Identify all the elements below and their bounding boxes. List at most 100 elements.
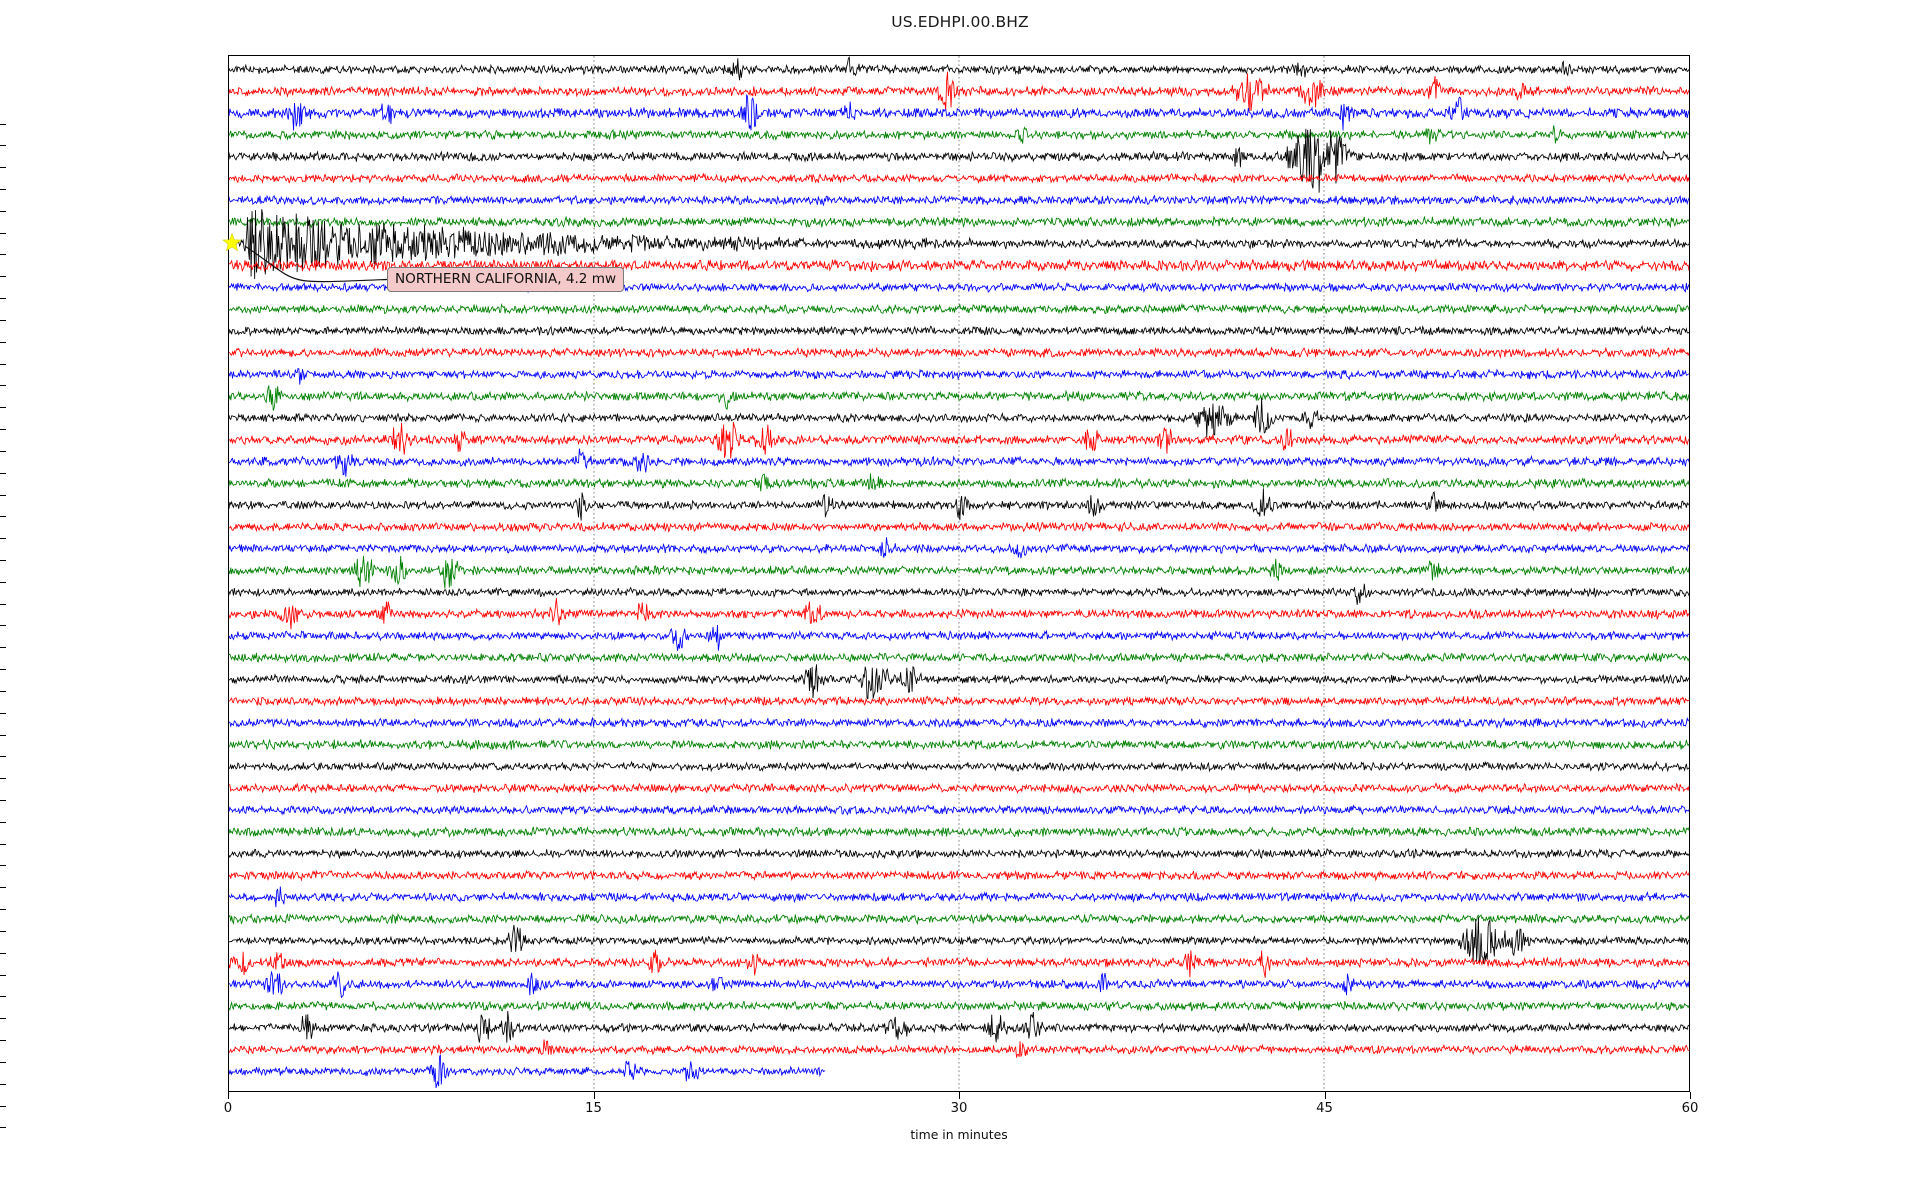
trace-row-28 (229, 664, 1689, 699)
trace-row-46 (229, 1055, 825, 1088)
trace-row-11 (229, 304, 1689, 313)
trace-row-21 (229, 522, 1689, 531)
star-icon (222, 232, 242, 252)
y-tick-mark-24 (0, 647, 6, 649)
trace-row-3 (229, 125, 1689, 144)
trace-row-30 (229, 718, 1689, 728)
trace-row-16 (229, 398, 1689, 437)
trace-row-20 (229, 488, 1689, 520)
x-tick-mark-2 (959, 1092, 960, 1099)
trace-row-31 (229, 739, 1689, 749)
y-tick-mark-17 (0, 494, 6, 496)
y-tick-mark-13 (0, 407, 6, 409)
y-tick-mark-11 (0, 363, 6, 365)
y-tick-mark-4 (0, 210, 6, 212)
trace-row-39 (229, 914, 1689, 924)
trace-row-27 (229, 653, 1689, 663)
trace-row-7 (229, 217, 1689, 227)
x-tick-mark-4 (1690, 1092, 1691, 1099)
y-tick-mark-27 (0, 712, 6, 714)
trace-row-4 (229, 129, 1689, 193)
trace-row-38 (229, 887, 1689, 908)
y-tick-mark-28 (0, 734, 6, 736)
trace-row-29 (229, 696, 1689, 705)
trace-row-19 (229, 473, 1689, 491)
y-tick-mark-5 (0, 232, 6, 234)
y-tick-mark-0 (0, 123, 6, 125)
y-tick-mark-25 (0, 669, 6, 671)
x-axis-label: time in minutes (910, 1127, 1008, 1142)
trace-row-24 (229, 584, 1689, 605)
y-tick-mark-32 (0, 821, 6, 823)
y-tick-mark-19 (0, 538, 6, 540)
trace-row-44 (229, 1011, 1689, 1043)
y-tick-mark-14 (0, 429, 6, 431)
trace-row-37 (229, 871, 1689, 880)
trace-row-33 (229, 783, 1689, 793)
trace-row-32 (229, 762, 1689, 771)
x-tick-mark-1 (593, 1092, 595, 1099)
trace-row-15 (229, 385, 1689, 410)
y-tick-mark-6 (0, 254, 6, 256)
trace-row-0 (229, 57, 1689, 80)
y-tick-mark-41 (0, 1018, 6, 1020)
seismogram-trace-layer (229, 56, 1689, 1091)
y-tick-mark-37 (0, 930, 6, 932)
plot-area (228, 55, 1690, 1092)
y-tick-mark-46 (0, 1127, 6, 1129)
trace-row-26 (229, 625, 1689, 651)
trace-row-40 (229, 917, 1689, 964)
trace-row-36 (229, 849, 1689, 858)
y-tick-mark-7 (0, 276, 6, 278)
y-tick-mark-34 (0, 865, 6, 867)
y-tick-mark-1 (0, 145, 6, 147)
y-tick-mark-35 (0, 887, 6, 889)
y-tick-mark-21 (0, 581, 6, 583)
y-tick-mark-22 (0, 603, 6, 605)
y-tick-mark-38 (0, 952, 6, 954)
y-tick-mark-2 (0, 167, 6, 169)
trace-row-1 (229, 72, 1689, 112)
y-tick-mark-12 (0, 385, 6, 387)
x-tick-label-4: 60 (1681, 1101, 1699, 1116)
y-tick-mark-33 (0, 843, 6, 845)
x-tick-label-3: 45 (1316, 1101, 1333, 1116)
y-tick-mark-43 (0, 1061, 6, 1063)
y-tick-mark-23 (0, 625, 6, 627)
trace-row-17 (229, 422, 1689, 458)
y-tick-mark-45 (0, 1105, 6, 1107)
y-tick-mark-8 (0, 298, 6, 300)
x-tick-mark-0 (228, 1092, 229, 1099)
x-tick-mark-3 (1324, 1092, 1326, 1099)
y-tick-mark-9 (0, 319, 6, 321)
star-shape (222, 232, 242, 252)
trace-row-34 (229, 805, 1689, 814)
y-tick-mark-40 (0, 996, 6, 998)
y-tick-mark-44 (0, 1083, 6, 1085)
x-tick-label-1: 15 (585, 1101, 602, 1116)
y-tick-mark-10 (0, 341, 6, 343)
y-tick-mark-42 (0, 1040, 6, 1042)
trace-row-8 (229, 209, 1689, 279)
y-tick-mark-29 (0, 756, 6, 758)
y-tick-mark-18 (0, 516, 6, 518)
trace-row-42 (229, 971, 1689, 997)
trace-row-6 (229, 196, 1689, 206)
trace-row-14 (229, 368, 1689, 384)
earthquake-annotation-label[interactable]: NORTHERN CALIFORNIA, 4.2 mw (387, 267, 625, 292)
y-tick-mark-3 (0, 188, 6, 190)
y-axis-tick-labels: 00:00:0401:00:0402:00:0403:00:0404:00:04… (0, 55, 228, 1129)
y-tick-mark-30 (0, 778, 6, 780)
trace-row-18 (229, 449, 1689, 477)
trace-row-25 (229, 598, 1689, 629)
y-tick-mark-31 (0, 800, 6, 802)
x-tick-label-0: 0 (223, 1101, 233, 1116)
trace-row-12 (229, 326, 1689, 335)
trace-row-5 (229, 174, 1689, 183)
trace-row-23 (229, 556, 1689, 589)
page-title: US.EDHPI.00.BHZ (891, 13, 1029, 31)
y-tick-mark-15 (0, 450, 6, 452)
y-tick-mark-20 (0, 559, 6, 561)
trace-row-2 (229, 95, 1689, 131)
